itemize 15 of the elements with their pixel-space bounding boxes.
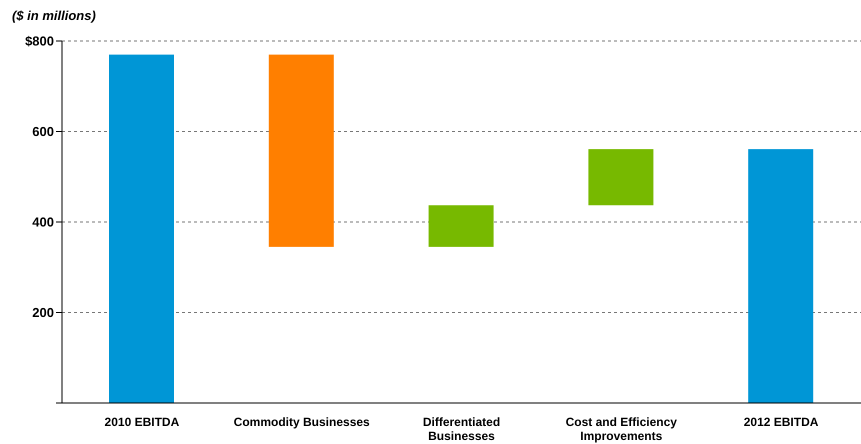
x-tick-label: 2010 EBITDA xyxy=(104,415,180,429)
y-tick-label: 400 xyxy=(32,214,54,230)
x-tick-label: Differentiated Businesses xyxy=(422,415,500,443)
bar xyxy=(588,149,654,206)
y-axis-title: ($ in millions) xyxy=(12,8,96,23)
y-tick-label: 600 xyxy=(32,124,54,140)
y-tick-label: 200 xyxy=(32,305,54,320)
bar xyxy=(268,54,334,247)
bar xyxy=(109,54,174,403)
x-tick-label: 2012 EBITDA xyxy=(744,415,819,429)
y-tick-label: $800 xyxy=(25,34,54,49)
x-tick-label: Cost and Efficiency Improvements xyxy=(566,415,678,443)
bar xyxy=(748,149,814,403)
bar xyxy=(428,205,494,247)
x-tick-label: Commodity Businesses xyxy=(234,415,370,429)
